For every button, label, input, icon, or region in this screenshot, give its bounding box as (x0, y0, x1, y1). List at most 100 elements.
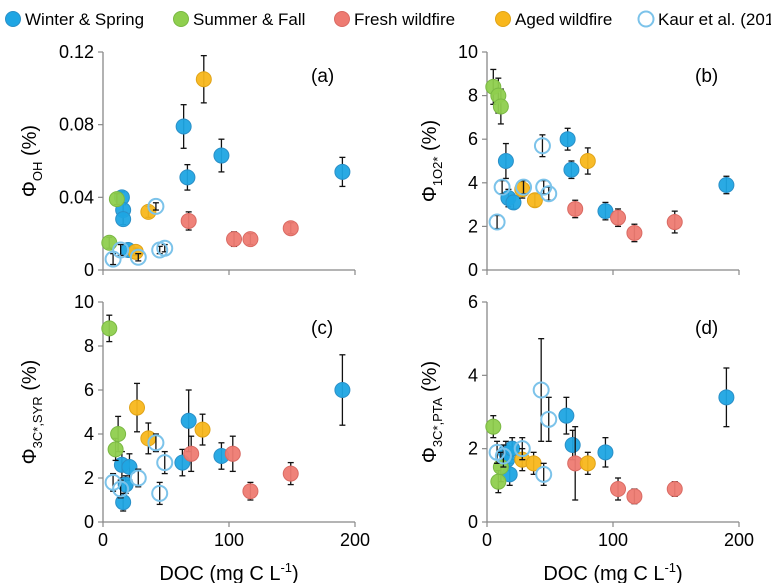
data-point (112, 480, 130, 498)
data-point (492, 98, 509, 115)
data-point (121, 459, 138, 475)
data-point (532, 381, 550, 399)
data-point (147, 434, 165, 452)
y-axis-title: Φ3C*,PTA (%) (419, 361, 445, 463)
data-point (108, 191, 125, 208)
panel-b: 0 2 4 6 8 10 (b) Φ1O2* (%) (419, 42, 740, 280)
panel-label: (b) (695, 66, 718, 87)
y-axis-title-sub: 3C*,SYR (30, 396, 45, 448)
data-point (107, 441, 124, 458)
data-point (180, 212, 197, 229)
x-axis-title-text: DOC (mg C L (543, 563, 664, 583)
series-fresh-wildfire (567, 199, 683, 243)
data-point (526, 192, 543, 209)
legend-item-winter-spring: Winter & Spring (5, 10, 144, 29)
legend-marker (495, 11, 511, 27)
y-tick-label: 0 (84, 512, 94, 532)
series-summer-fall (485, 68, 509, 125)
data-point (579, 455, 596, 472)
x-axis-title-close: ) (676, 563, 683, 583)
y-axis-title-unit: (%) (419, 120, 441, 157)
x-tick-label: 0 (98, 530, 108, 550)
data-point (334, 382, 351, 398)
data-point (488, 213, 506, 231)
data-point (490, 473, 507, 490)
y-axis-title-sub: OH (30, 162, 45, 182)
panel-label: (c) (311, 318, 333, 339)
legend-label: Kaur et al. (2019) (658, 10, 771, 29)
data-point (563, 161, 580, 178)
x-axis-title: DOC (mg C L-1) (159, 560, 298, 583)
legend-label: Fresh wildfire (354, 10, 455, 29)
series-fresh-wildfire (180, 211, 299, 248)
data-point (505, 194, 522, 211)
error-bar (494, 214, 501, 230)
y-tick-label: 0 (468, 512, 478, 532)
legend-marker (637, 10, 655, 28)
data-point (115, 494, 132, 511)
error-bar (538, 338, 545, 442)
series-kaur-et-al-2019 (104, 433, 174, 506)
x-tick-label: 0 (482, 530, 492, 550)
panel-label: (a) (311, 66, 334, 87)
x-axis-title-close: ) (292, 563, 299, 583)
y-axis-title: ΦOH (%) (19, 125, 45, 197)
data-point (183, 445, 200, 462)
data-point (180, 412, 197, 429)
data-point (195, 71, 212, 88)
panel-d: 0 2 4 6 0 100 200 (d) Φ3C*,PTA (%) DOC (mg C L-1) (419, 292, 754, 583)
y-tick-label: 8 (468, 86, 478, 106)
y-axis-title-unit: (%) (19, 125, 41, 162)
series-summer-fall (101, 314, 127, 462)
data-point (129, 469, 147, 487)
legend-item-kaur-et-al-2019: Kaur et al. (2019) (637, 10, 771, 29)
data-point (147, 197, 165, 215)
y-tick-label: 0.08 (59, 115, 94, 135)
error-bar (545, 396, 552, 442)
data-point (626, 224, 643, 241)
data-point (597, 444, 614, 461)
data-point (226, 231, 243, 248)
data-point (115, 211, 132, 228)
data-point (112, 241, 130, 259)
y-axis-title-unit: (%) (419, 361, 441, 398)
legend-marker (173, 11, 189, 27)
data-point (558, 407, 575, 424)
y-axis-title-sub: 3C*,PTA (430, 397, 445, 447)
y-axis-title-unit: (%) (19, 360, 41, 397)
data-point (610, 209, 627, 226)
error-bar (152, 202, 159, 211)
legend-label: Aged wildfire (515, 10, 612, 29)
y-tick-label: 10 (74, 292, 94, 312)
series-aged-wildfire (127, 54, 212, 260)
x-tick-label: 200 (340, 530, 370, 550)
data-point (535, 465, 553, 483)
data-point (497, 153, 514, 169)
data-point (242, 483, 259, 500)
legend-marker (5, 11, 21, 27)
y-tick-label: 8 (84, 336, 94, 356)
data-point (213, 147, 230, 164)
data-point (515, 178, 533, 196)
x-axis-title: DOC (mg C L-1) (543, 560, 682, 583)
legend-item-fresh-wildfire: Fresh wildfire (334, 10, 455, 29)
legend-label: Winter & Spring (25, 10, 144, 29)
y-tick-label: 0.12 (59, 42, 94, 62)
series-kaur-et-al-2019 (488, 134, 558, 231)
data-point (101, 234, 118, 251)
y-tick-label: 2 (468, 439, 478, 459)
data-point (194, 421, 211, 438)
series-kaur-et-al-2019 (488, 338, 558, 486)
legend-item-aged-wildfire: Aged wildfire (495, 10, 612, 29)
data-point (610, 481, 627, 497)
y-axis-title-sub: 1O2* (430, 157, 445, 187)
data-point (666, 214, 683, 231)
error-bar (152, 433, 159, 453)
data-point (156, 454, 174, 472)
data-point (540, 185, 558, 203)
y-axis-title-base: Φ (419, 186, 441, 202)
data-point (540, 410, 558, 428)
y-tick-label: 10 (458, 42, 478, 62)
data-point (156, 239, 174, 257)
